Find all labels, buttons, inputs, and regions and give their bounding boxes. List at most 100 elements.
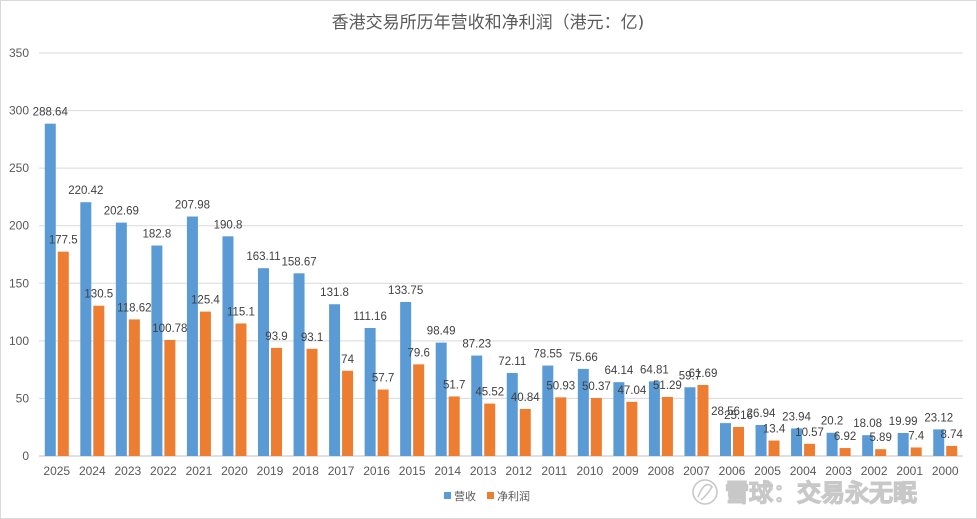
x-tick-label: 2000 xyxy=(932,464,959,478)
revenue-bar xyxy=(791,428,803,456)
revenue-data-label: 75.66 xyxy=(569,352,598,364)
revenue-data-label: 28.56 xyxy=(711,406,740,418)
profit-bar xyxy=(946,445,958,456)
x-tick-label: 2013 xyxy=(470,464,497,478)
profit-bar xyxy=(448,396,460,456)
profit-bar xyxy=(342,370,354,456)
revenue-data-label: 72.11 xyxy=(498,356,526,368)
profit-data-label: 177.5 xyxy=(49,235,78,247)
revenue-bar xyxy=(400,301,412,456)
revenue-data-label: 182.8 xyxy=(142,229,171,241)
profit-data-label: 57.7 xyxy=(372,373,394,385)
x-tick-label: 2018 xyxy=(292,464,319,478)
revenue-bar xyxy=(293,273,305,456)
revenue-data-label: 59.7 xyxy=(679,370,701,382)
profit-bar xyxy=(128,319,140,456)
x-tick-label: 2020 xyxy=(221,464,248,478)
profit-bar xyxy=(235,323,247,456)
x-tick-label: 2016 xyxy=(363,464,390,478)
profit-bar xyxy=(377,389,389,456)
profit-bar xyxy=(164,339,176,456)
profit-data-label: 93.9 xyxy=(265,331,287,343)
revenue-bar xyxy=(755,424,767,456)
profit-data-label: 115.1 xyxy=(227,306,255,318)
legend-label-revenue: 营收 xyxy=(454,489,476,503)
revenue-data-label: 288.64 xyxy=(33,107,69,119)
profit-data-label: 51.29 xyxy=(653,380,682,392)
revenue-data-label: 190.8 xyxy=(214,219,243,231)
revenue-data-label: 133.75 xyxy=(388,285,423,297)
y-tick-label: 0 xyxy=(22,449,29,463)
profit-data-label: 79.6 xyxy=(407,347,429,359)
revenue-data-label: 78.55 xyxy=(533,349,562,361)
profit-bar xyxy=(875,449,887,456)
profit-bar xyxy=(413,364,425,456)
x-tick-label: 2008 xyxy=(648,464,675,478)
data-labels: 288.64 177.5 220.42 130.5 202.69 118.62 182.8 1… xyxy=(33,107,964,445)
x-tick-label: 2004 xyxy=(790,464,817,478)
profit-data-label: 125.4 xyxy=(191,295,220,307)
x-tick-label: 2014 xyxy=(434,464,461,478)
x-tick-label: 2012 xyxy=(505,464,532,478)
profit-bar xyxy=(519,408,531,456)
revenue-data-label: 20.2 xyxy=(821,416,843,428)
y-axis: 0 50 100 150 200 250 300 350 xyxy=(9,46,29,463)
revenue-data-label: 26.94 xyxy=(747,408,776,420)
y-tick-label: 150 xyxy=(9,276,29,290)
x-tick-label: 2009 xyxy=(612,464,639,478)
x-tick-label: 2003 xyxy=(825,464,852,478)
x-axis: 2025 2024 2023 2022 2021 2020 2019 2018 2017 2016… xyxy=(43,464,958,478)
profit-data-label: 51.7 xyxy=(443,379,465,391)
profit-data-label: 45.52 xyxy=(475,387,504,399)
revenue-bar xyxy=(186,216,198,456)
profit-bar xyxy=(93,305,105,456)
profit-bar xyxy=(839,448,851,456)
revenue-bar xyxy=(329,304,341,456)
revenue-bar xyxy=(506,372,518,456)
profit-data-label: 74 xyxy=(341,354,354,366)
chart-title: 香港交易所历年营收和净利润（港元：亿) xyxy=(332,13,645,33)
profit-bar xyxy=(626,401,638,456)
x-tick-label: 2010 xyxy=(576,464,603,478)
legend: 营收 净利润 xyxy=(444,489,530,503)
x-tick-label: 2005 xyxy=(754,464,781,478)
revenue-data-label: 64.81 xyxy=(640,364,669,376)
revenue-data-label: 202.69 xyxy=(104,206,139,218)
profit-data-label: 40.84 xyxy=(511,392,540,404)
bars xyxy=(44,123,958,456)
profit-data-label: 7.4 xyxy=(908,430,925,442)
revenue-data-label: 87.23 xyxy=(462,339,491,351)
revenue-bar xyxy=(115,222,127,456)
x-tick-label: 2017 xyxy=(328,464,355,478)
y-tick-label: 100 xyxy=(9,334,29,348)
x-tick-label: 2006 xyxy=(719,464,746,478)
profit-bar xyxy=(271,347,282,456)
x-tick-label: 2021 xyxy=(186,464,213,478)
revenue-bar xyxy=(151,245,163,456)
profit-bar xyxy=(555,397,567,456)
revenue-data-label: 207.98 xyxy=(175,200,210,212)
legend-label-profit: 净利润 xyxy=(497,489,530,503)
profit-bar xyxy=(306,348,318,456)
revenue-bar xyxy=(435,342,447,456)
revenue-bar xyxy=(826,432,838,456)
x-tick-label: 2025 xyxy=(43,464,70,478)
revenue-data-label: 64.14 xyxy=(604,365,633,377)
x-tick-label: 2002 xyxy=(861,464,888,478)
x-tick-label: 2019 xyxy=(257,464,284,478)
profit-data-label: 8.74 xyxy=(941,429,964,441)
revenue-bar xyxy=(222,236,234,456)
watermark-text: 雪球：交易永无眠 xyxy=(725,479,917,507)
profit-bar xyxy=(661,396,673,456)
revenue-bar xyxy=(720,423,731,456)
revenue-bar xyxy=(364,328,376,456)
legend-swatch-profit xyxy=(487,492,494,499)
x-tick-label: 2001 xyxy=(896,464,923,478)
profit-bar xyxy=(910,447,922,456)
revenue-bar xyxy=(648,381,660,456)
profit-bar xyxy=(768,440,780,456)
profit-data-label: 5.89 xyxy=(869,432,891,444)
profit-data-label: 25.16 xyxy=(724,410,753,422)
